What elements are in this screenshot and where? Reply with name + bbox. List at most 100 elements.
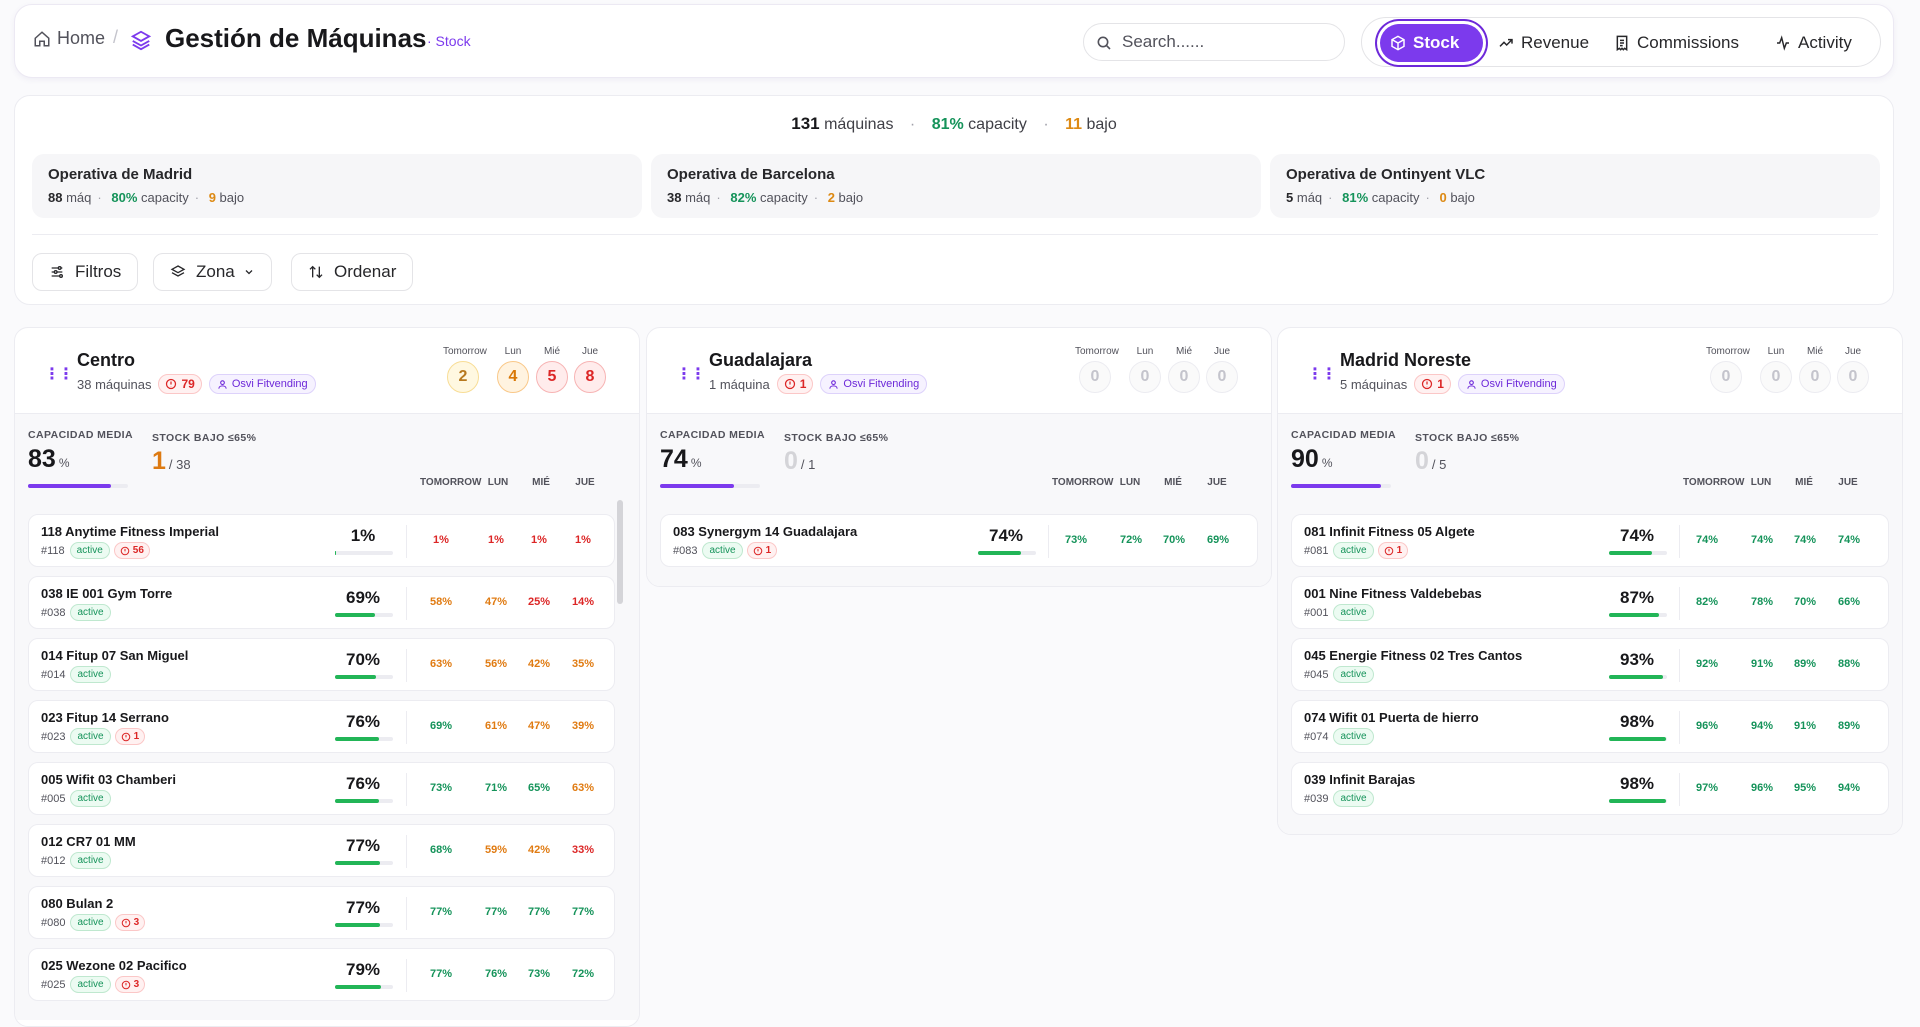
machine-id: #005 [41, 792, 66, 805]
capacity-number: 74 [660, 445, 688, 473]
machine-row[interactable]: 038 IE 001 Gym Torre #038 active 69% 58%… [28, 576, 615, 629]
total-capacity-label: capacity [968, 116, 1027, 133]
owner-badge[interactable]: Osvi Fitvending [208, 374, 316, 394]
machine-alert-count: 3 [133, 917, 140, 928]
machine-id: #083 [673, 544, 698, 557]
breadcrumb-home[interactable]: Home [33, 28, 105, 49]
owner-badge[interactable]: Osvi Fitvending [1457, 374, 1565, 394]
machine-row[interactable]: 045 Energie Fitness 02 Tres Cantos #045 … [1291, 638, 1889, 691]
status-badge: active [69, 542, 110, 559]
forecast-value: 63% [429, 658, 453, 670]
zone-alert-badge[interactable]: 1 [776, 374, 814, 394]
machine-row[interactable]: 001 Nine Fitness Valdebebas #001 active … [1291, 576, 1889, 629]
machine-row[interactable]: 074 Wifit 01 Puerta de hierro #074 activ… [1291, 700, 1889, 753]
alert-circle-icon [121, 918, 130, 927]
divider [406, 835, 407, 868]
forecast-value: 42% [527, 658, 551, 670]
summary-panel: 131 máquinas · 81% capacity · 11 bajo Op… [14, 95, 1894, 305]
forecast-value: 89% [1793, 658, 1817, 670]
total-capacity: 81% [931, 116, 964, 133]
machine-row[interactable]: 083 Synergym 14 Guadalajara #083 active … [660, 514, 1258, 567]
drag-handle-icon[interactable]: ⋮⋮ [676, 366, 706, 383]
forecast-value: 74% [1837, 534, 1861, 546]
forecast-header: JUE [575, 477, 595, 488]
region-machines-unit: máq [1296, 190, 1323, 205]
machine-name: 038 IE 001 Gym Torre [41, 586, 173, 601]
tab-activity[interactable]: Activity [1765, 24, 1862, 62]
day-alert-count[interactable]: 4 [497, 361, 529, 393]
day-alert-count[interactable]: 0 [1206, 361, 1238, 393]
machine-alert-badge[interactable]: 3 [114, 914, 146, 931]
day-header: Lun [1767, 346, 1785, 357]
day-alert-count[interactable]: 0 [1760, 361, 1792, 393]
day-alert-count[interactable]: 0 [1837, 361, 1869, 393]
zone-dropdown[interactable]: Zona [153, 253, 272, 291]
machine-row[interactable]: 025 Wezone 02 Pacifico #025 active 3 79%… [28, 948, 615, 1001]
machine-capacity: 79% [345, 960, 381, 979]
owner-name: Osvi Fitvending [1480, 378, 1557, 390]
capacity-value: 83% [28, 445, 69, 474]
tab-commissions[interactable]: Commissions [1604, 24, 1749, 62]
capacity-label: CAPACIDAD MEDIA [28, 429, 133, 441]
machine-row[interactable]: 039 Infinit Barajas #039 active 98% 97% 9… [1291, 762, 1889, 815]
tab-stock[interactable]: Stock [1380, 24, 1483, 62]
machine-name: 014 Fitup 07 San Miguel [41, 648, 189, 663]
search-box[interactable] [1083, 23, 1345, 61]
day-alert-count[interactable]: 0 [1168, 361, 1200, 393]
machine-row[interactable]: 023 Fitup 14 Serrano #023 active 1 76% 6… [28, 700, 615, 753]
machine-capacity-bar [335, 551, 393, 555]
low-stock-label: STOCK BAJO ≤65% [1415, 432, 1520, 444]
machine-alert-badge[interactable]: 1 [746, 542, 778, 559]
status-badge: active [1333, 604, 1374, 621]
machine-alert-badge[interactable]: 1 [114, 728, 146, 745]
machine-capacity: 1% [350, 526, 376, 545]
region-stats: 88 máq · 80% capacity · 9 bajo [48, 190, 245, 205]
zone-machine-count: 5 máquinas [1340, 376, 1408, 392]
owner-badge[interactable]: Osvi Fitvending [820, 374, 928, 394]
machine-meta: #045 active [1304, 666, 1374, 683]
region-card[interactable]: Operativa de Ontinyent VLC 5 máq · 81% ca… [1270, 154, 1880, 218]
region-card[interactable]: Operativa de Madrid 88 máq · 80% capacity… [32, 154, 642, 218]
user-icon [1467, 379, 1476, 389]
region-card[interactable]: Operativa de Barcelona 38 máq · 82% capac… [651, 154, 1261, 218]
divider [32, 234, 1878, 235]
machine-alert-badge[interactable]: 1 [1377, 542, 1409, 559]
machine-capacity: 69% [345, 588, 381, 607]
tab-revenue[interactable]: Revenue [1488, 24, 1599, 62]
sort-label: Ordenar [334, 262, 397, 281]
machine-alert-badge[interactable]: 56 [113, 542, 150, 559]
day-alert-count[interactable]: 8 [574, 361, 606, 393]
machine-row[interactable]: 005 Wifit 03 Chamberi #005 active 76% 73… [28, 762, 615, 815]
drag-handle-icon[interactable]: ⋮⋮ [44, 366, 74, 383]
day-alert-count[interactable]: 0 [1079, 361, 1111, 393]
day-alert-count[interactable]: 2 [447, 361, 479, 393]
machine-alert-badge[interactable]: 3 [114, 976, 146, 993]
forecast-value: 56% [484, 658, 508, 670]
filters-button[interactable]: Filtros [32, 253, 139, 291]
machine-id: #118 [41, 544, 65, 557]
day-alert-count[interactable]: 0 [1710, 361, 1742, 393]
machine-id: #039 [1304, 792, 1329, 805]
capacity-number: 83 [28, 445, 56, 473]
zone-alert-count: 1 [1437, 377, 1444, 391]
machine-row[interactable]: 081 Infinit Fitness 05 Algete #081 activ… [1291, 514, 1889, 567]
search-input[interactable] [1122, 32, 1332, 52]
forecast-value: 77% [429, 906, 453, 918]
scrollbar-thumb[interactable] [617, 500, 623, 604]
day-alert-count[interactable]: 5 [536, 361, 568, 393]
day-alert-count[interactable]: 0 [1799, 361, 1831, 393]
machine-capacity-bar [978, 551, 1036, 555]
machine-meta: #038 active [41, 604, 111, 621]
day-alert-count[interactable]: 0 [1129, 361, 1161, 393]
forecast-value: 74% [1750, 534, 1774, 546]
drag-handle-icon[interactable]: ⋮⋮ [1307, 366, 1337, 383]
sort-button[interactable]: Ordenar [291, 253, 414, 291]
machine-row[interactable]: 118 Anytime Fitness Imperial #118 active… [28, 514, 615, 567]
machine-row[interactable]: 014 Fitup 07 San Miguel #014 active 70% … [28, 638, 615, 691]
layers-icon [170, 265, 186, 277]
machine-row[interactable]: 080 Bulan 2 #080 active 3 77% 77% 77% 77% 7… [28, 886, 615, 939]
zone-alert-badge[interactable]: 1 [1414, 374, 1451, 394]
alert-circle-icon [753, 546, 762, 555]
machine-row[interactable]: 012 CR7 01 MM #012 active 77% 68% 59% 42% 3… [28, 824, 615, 877]
zone-alert-badge[interactable]: 79 [158, 374, 202, 394]
